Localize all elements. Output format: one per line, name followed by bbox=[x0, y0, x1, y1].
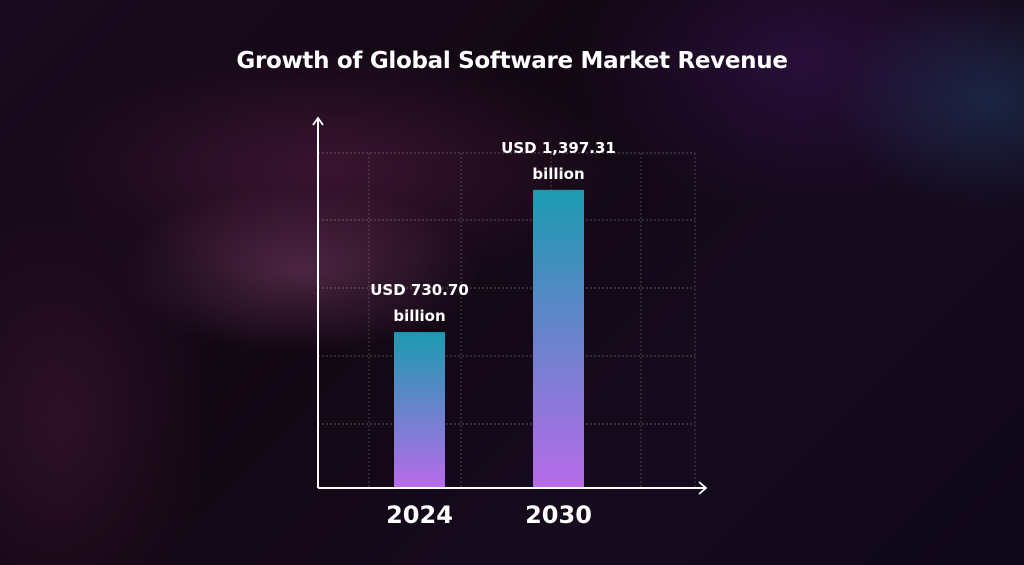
y-axis-arrow-icon bbox=[312, 116, 324, 126]
x-tick-label: 2030 bbox=[525, 501, 592, 529]
data-label-2024: USD 730.70 bbox=[370, 281, 469, 299]
data-label-2030: USD 1,397.31 bbox=[501, 139, 616, 157]
data-label-2024: billion bbox=[393, 307, 445, 325]
x-tick-label: 2024 bbox=[386, 501, 453, 529]
bar-2024 bbox=[394, 332, 445, 488]
chart-title: Growth of Global Software Market Revenue bbox=[236, 48, 788, 74]
axes bbox=[312, 116, 708, 495]
x-axis-arrow-icon bbox=[698, 481, 708, 495]
bar-2030 bbox=[533, 189, 584, 488]
grid-lines bbox=[318, 152, 696, 488]
data-label-2030: billion bbox=[532, 165, 584, 183]
